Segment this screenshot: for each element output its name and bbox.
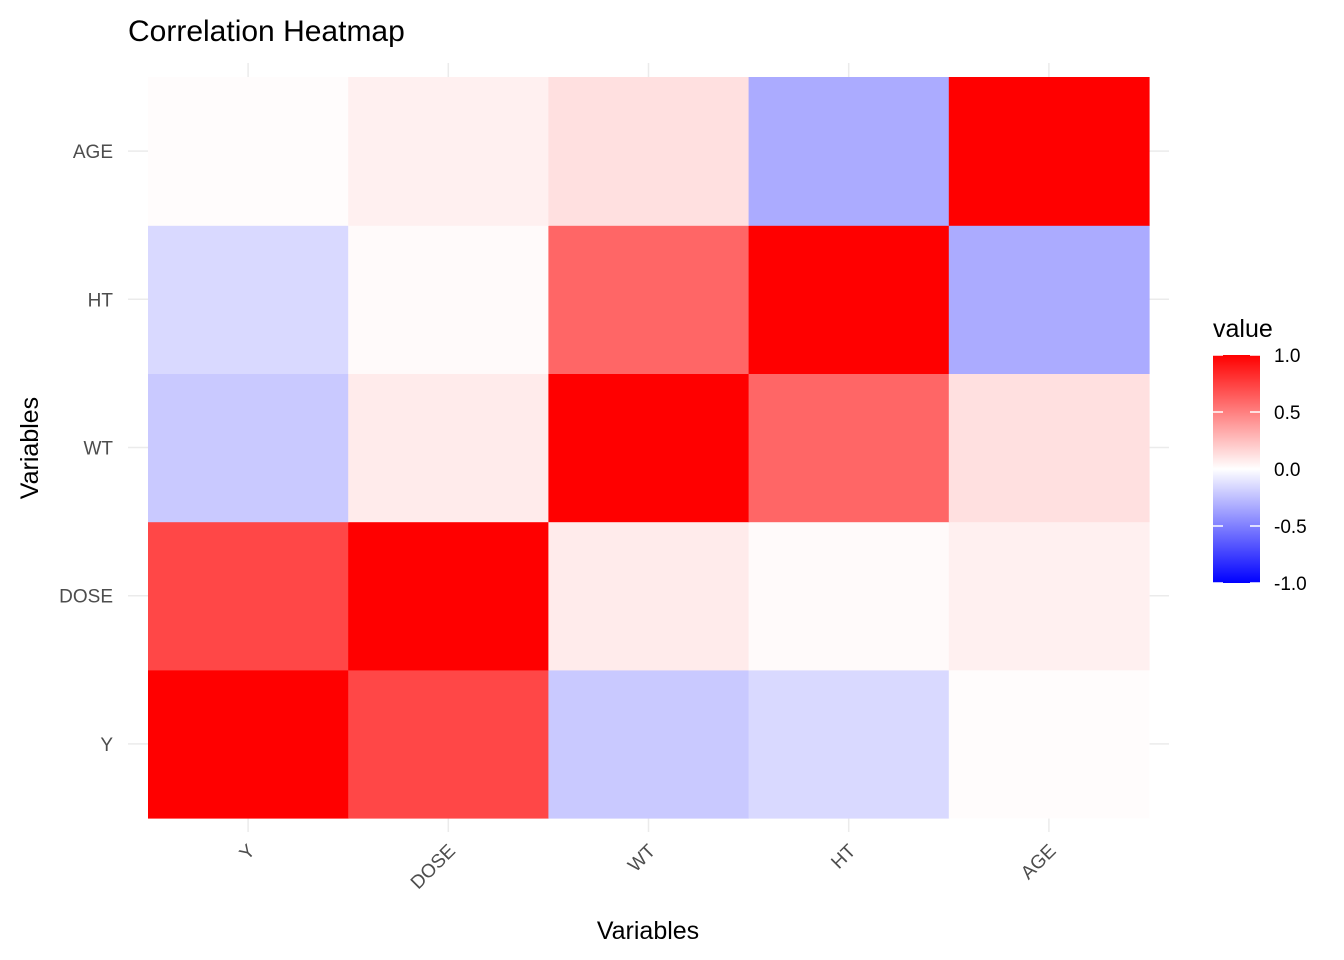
x-tick-label: Y [236, 840, 260, 864]
y-tick-label: HT [88, 290, 114, 311]
heatmap-cell-y-wt [548, 669, 750, 819]
legend-ticks: 1.0 0.5 0.0 -0.5 -1.0 [1213, 346, 1307, 595]
heatmap-cell-dose-dose [348, 521, 549, 671]
heatmap-cell-wt-dose [348, 373, 549, 523]
y-tick-label: Y [100, 735, 113, 756]
heatmap-cell-ht-ht [748, 225, 950, 374]
legend-tick-label: 0.5 [1274, 403, 1300, 424]
x-tick-label: HT [827, 840, 860, 873]
heatmap-cell-dose-y [148, 521, 349, 671]
y-axis-tick-labels: Y DOSE WT HT AGE [59, 142, 113, 756]
y-tick-label: AGE [73, 142, 113, 163]
y-tick-label: WT [83, 439, 113, 460]
legend-tick-label: -0.5 [1274, 517, 1307, 538]
x-tick-label: DOSE [407, 841, 460, 894]
heatmap-cell-age-dose [348, 77, 549, 226]
x-axis-tick-labels: Y DOSE WT HT AGE [236, 840, 1061, 893]
legend-tick-label: -1.0 [1274, 574, 1307, 595]
heatmap-cell-dose-wt [548, 521, 750, 671]
x-tick-label: AGE [1017, 841, 1060, 884]
heatmap-cell-dose-ht [748, 521, 950, 671]
heatmap-cell-age-ht [748, 77, 950, 226]
heatmap-cell-age-y [148, 77, 349, 226]
x-axis-title: Variables [597, 917, 699, 945]
heatmap-cell-y-dose [348, 669, 549, 819]
heatmap-cell-wt-wt [548, 373, 750, 523]
heatmap-cell-dose-age [948, 521, 1150, 671]
heatmap-cell-y-y [148, 669, 349, 819]
heatmap-cell-wt-y [148, 373, 349, 523]
heatmap-cells [148, 77, 1150, 819]
y-tick-label: DOSE [59, 587, 113, 608]
legend-tick-label: 1.0 [1274, 346, 1300, 367]
heatmap-cell-ht-dose [348, 225, 549, 374]
legend-title: value [1213, 315, 1273, 343]
heatmap-cell-ht-y [148, 225, 349, 374]
heatmap-cell-wt-age [948, 373, 1150, 523]
heatmap-cell-y-age [948, 669, 1150, 819]
legend-tick-label: 0.0 [1274, 460, 1300, 481]
heatmap-cell-ht-wt [548, 225, 750, 374]
heatmap-cell-age-wt [548, 77, 750, 226]
y-axis-title: Variables [16, 397, 44, 499]
color-legend: value 1.0 0.5 0.0 -0.5 -1.0 [1213, 315, 1307, 595]
heatmap-cell-age-age [948, 77, 1150, 226]
chart-title: Correlation Heatmap [128, 15, 405, 48]
heatmap-cell-y-ht [748, 669, 950, 819]
x-tick-label: WT [624, 840, 660, 876]
heatmap-cell-ht-age [948, 225, 1150, 374]
heatmap-cell-wt-ht [748, 373, 950, 523]
